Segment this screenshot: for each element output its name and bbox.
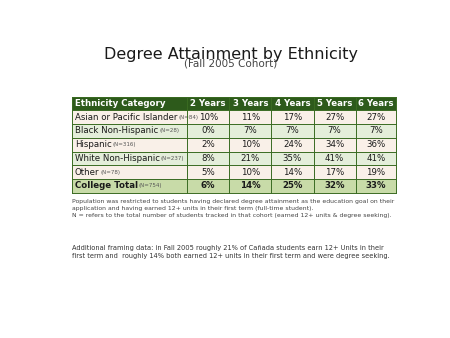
Bar: [72, 124, 187, 138]
Text: 27%: 27%: [325, 113, 344, 122]
Text: White Non-Hispanic: White Non-Hispanic: [75, 154, 160, 163]
Text: Black Non-Hispanic: Black Non-Hispanic: [75, 126, 158, 136]
Text: 36%: 36%: [366, 140, 386, 149]
Text: 2%: 2%: [201, 140, 215, 149]
Bar: [72, 110, 187, 124]
Bar: [314, 124, 356, 138]
Text: (N=237): (N=237): [161, 156, 184, 161]
Text: (N=316): (N=316): [112, 142, 136, 147]
Text: 8%: 8%: [201, 154, 215, 163]
Text: 17%: 17%: [283, 113, 302, 122]
Text: 0%: 0%: [201, 126, 215, 136]
Text: 35%: 35%: [283, 154, 302, 163]
Text: 10%: 10%: [241, 168, 260, 177]
Bar: [72, 179, 187, 193]
Bar: [187, 165, 229, 179]
Text: 19%: 19%: [366, 168, 386, 177]
Text: College Total: College Total: [75, 182, 138, 190]
Text: 11%: 11%: [241, 113, 260, 122]
Text: (N=84): (N=84): [178, 115, 198, 120]
Text: Asian or Pacific Islander: Asian or Pacific Islander: [75, 113, 177, 122]
Bar: [72, 165, 187, 179]
Text: 10%: 10%: [198, 113, 218, 122]
Text: 25%: 25%: [282, 182, 303, 190]
Text: 3 Years: 3 Years: [233, 99, 268, 108]
Text: (N=78): (N=78): [100, 170, 120, 175]
Text: 33%: 33%: [366, 182, 386, 190]
Text: 4 Years: 4 Years: [274, 99, 310, 108]
Text: 14%: 14%: [283, 168, 302, 177]
Text: 41%: 41%: [325, 154, 344, 163]
Text: (N=28): (N=28): [159, 128, 179, 134]
Text: 7%: 7%: [243, 126, 257, 136]
Text: 24%: 24%: [283, 140, 302, 149]
Bar: [187, 97, 229, 110]
Bar: [271, 151, 314, 165]
Bar: [271, 165, 314, 179]
Bar: [229, 151, 271, 165]
Bar: [187, 110, 229, 124]
Text: Other: Other: [75, 168, 99, 177]
Text: 34%: 34%: [325, 140, 344, 149]
Text: 2 Years: 2 Years: [190, 99, 226, 108]
Bar: [314, 165, 356, 179]
Bar: [229, 124, 271, 138]
Text: 27%: 27%: [366, 113, 386, 122]
Bar: [314, 110, 356, 124]
Text: 17%: 17%: [325, 168, 344, 177]
Text: (N=754): (N=754): [139, 184, 162, 188]
Bar: [314, 179, 356, 193]
Bar: [187, 138, 229, 151]
Text: 7%: 7%: [369, 126, 383, 136]
Text: 7%: 7%: [328, 126, 342, 136]
Bar: [271, 97, 314, 110]
Bar: [72, 138, 187, 151]
Bar: [314, 97, 356, 110]
Bar: [356, 138, 396, 151]
Text: 21%: 21%: [241, 154, 260, 163]
Text: 41%: 41%: [366, 154, 386, 163]
Bar: [314, 151, 356, 165]
Bar: [356, 110, 396, 124]
Text: (Fall 2005 Cohort): (Fall 2005 Cohort): [184, 58, 277, 69]
Text: Degree Attainment by Ethnicity: Degree Attainment by Ethnicity: [104, 47, 358, 63]
Text: 14%: 14%: [240, 182, 261, 190]
Bar: [356, 165, 396, 179]
Bar: [271, 179, 314, 193]
Text: 6 Years: 6 Years: [358, 99, 394, 108]
Bar: [72, 151, 187, 165]
Text: 6%: 6%: [201, 182, 216, 190]
Bar: [271, 138, 314, 151]
Bar: [271, 110, 314, 124]
Text: 5 Years: 5 Years: [317, 99, 352, 108]
Bar: [314, 138, 356, 151]
Bar: [356, 151, 396, 165]
Bar: [187, 179, 229, 193]
Text: Additional framing data: in Fall 2005 roughly 21% of Cañada students earn 12+ Un: Additional framing data: in Fall 2005 ro…: [72, 245, 390, 259]
Text: 5%: 5%: [201, 168, 215, 177]
Bar: [187, 151, 229, 165]
Bar: [356, 97, 396, 110]
Text: Ethnicity Category: Ethnicity Category: [75, 99, 165, 108]
Text: Population was restricted to students having declared degree attainment as the e: Population was restricted to students ha…: [72, 199, 394, 218]
Text: 32%: 32%: [324, 182, 345, 190]
Bar: [229, 165, 271, 179]
Bar: [229, 179, 271, 193]
Text: Hispanic: Hispanic: [75, 140, 112, 149]
Bar: [271, 124, 314, 138]
Bar: [356, 124, 396, 138]
Bar: [187, 124, 229, 138]
Text: 7%: 7%: [286, 126, 299, 136]
Bar: [229, 138, 271, 151]
Bar: [229, 110, 271, 124]
Bar: [72, 97, 187, 110]
Text: 10%: 10%: [241, 140, 260, 149]
Bar: [229, 97, 271, 110]
Bar: [356, 179, 396, 193]
